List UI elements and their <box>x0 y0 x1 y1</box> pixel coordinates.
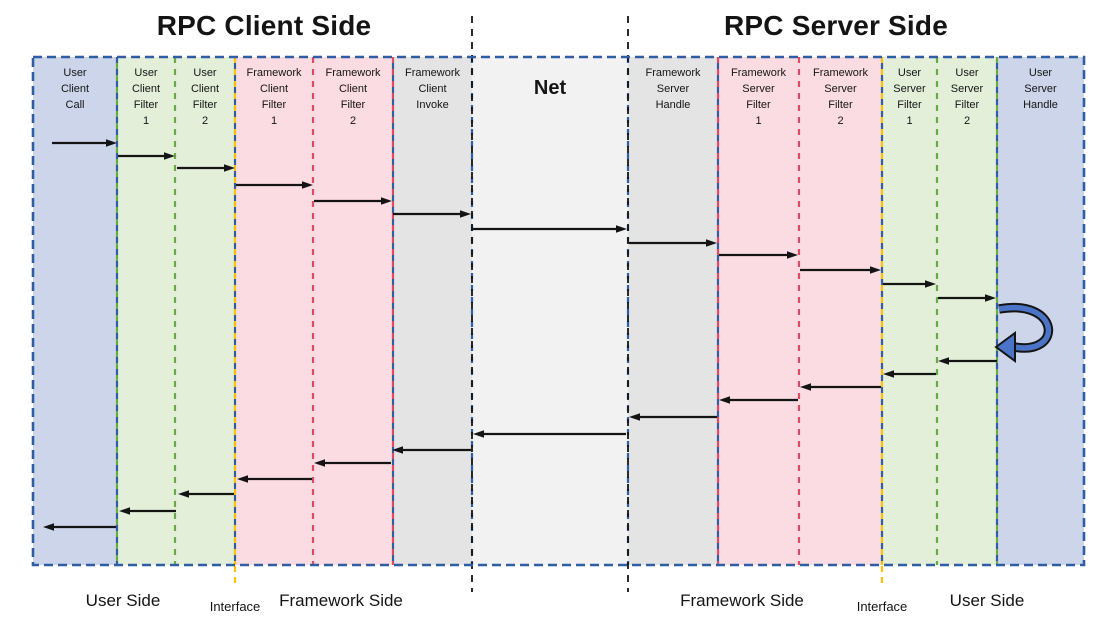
client-side-title: RPC Client Side <box>156 10 372 41</box>
lane-framework-server-filter-2: Framework Server Filter 2 <box>799 57 882 565</box>
request-arrows <box>52 139 996 302</box>
response-arrow <box>719 396 798 404</box>
request-arrow <box>883 280 936 288</box>
bottom-label-client-user-side: User Side <box>85 591 161 610</box>
lane-label-framework-client-filter-1: Framework Client Filter 1 <box>246 67 302 127</box>
request-arrow <box>177 164 235 172</box>
lane-framework-client-filter-2: Framework Client Filter 2 <box>313 57 393 565</box>
lane-user-client-filter-2: User Client Filter 2 <box>175 57 235 565</box>
lane-label-user-server-filter-1: User Server Filter 1 <box>893 67 926 127</box>
response-arrow <box>938 357 997 365</box>
lane-label-user-server-filter-2: User Server Filter 2 <box>950 67 984 127</box>
lane-label-user-client-call: User Client Call <box>60 67 90 111</box>
lane-user-client-filter-1: User Client Filter 1 <box>117 57 175 565</box>
response-arrow <box>473 430 626 438</box>
lane-framework-client-invoke: Framework Client Invoke <box>393 57 472 565</box>
response-arrow <box>800 383 881 391</box>
request-arrow <box>314 197 392 205</box>
lane-net <box>472 57 628 565</box>
request-arrow <box>118 152 175 160</box>
response-arrow <box>119 507 176 515</box>
request-arrow <box>938 294 996 302</box>
lane-label-user-client-filter-2: User Client Filter 2 <box>190 67 220 127</box>
lane-label-framework-server-filter-2: Framework Server Filter 2 <box>812 67 868 127</box>
request-arrow <box>629 239 717 247</box>
lane-label-framework-client-invoke: Framework Client Invoke <box>404 67 460 111</box>
request-arrow <box>473 225 627 233</box>
response-arrow <box>43 523 116 531</box>
request-arrow <box>719 251 798 259</box>
request-arrow <box>52 139 117 147</box>
bottom-label-server-user-side: User Side <box>949 591 1025 610</box>
lane-framework-server-handle: Framework Server Handle <box>628 57 718 565</box>
loopback-arrow <box>994 302 1054 363</box>
lane-label-framework-server-handle: Framework Server Handle <box>645 67 701 111</box>
response-arrow <box>237 475 312 483</box>
response-arrow <box>392 446 471 454</box>
request-arrow <box>393 210 471 218</box>
request-arrow <box>236 181 313 189</box>
response-arrow <box>314 459 391 467</box>
lane-label-user-client-filter-1: User Client Filter 1 <box>131 67 161 127</box>
response-arrow <box>629 413 717 421</box>
lane-framework-server-filter-1: Framework Server Filter 1 <box>718 57 799 565</box>
lane-label-framework-server-filter-1: Framework Server Filter 1 <box>730 67 786 127</box>
net-lane-label: Net <box>533 77 567 99</box>
response-arrow <box>883 370 936 378</box>
lane-user-server-filter-1: User Server Filter 1 <box>882 57 937 565</box>
bottom-label-client-interface: Interface <box>209 599 261 614</box>
server-side-title: RPC Server Side <box>724 10 948 41</box>
response-arrows <box>43 357 997 531</box>
response-arrow <box>178 490 234 498</box>
lane-label-framework-client-filter-2: Framework Client Filter 2 <box>325 67 381 127</box>
bottom-label-client-framework-side: Framework Side <box>279 591 403 610</box>
request-arrow <box>800 266 881 274</box>
lane-user-server-filter-2: User Server Filter 2 <box>937 57 997 565</box>
lane-label-user-server-handle: User Server Handle <box>1023 67 1058 111</box>
diagram-border <box>31 55 1086 567</box>
bottom-label-server-framework-side: Framework Side <box>680 591 804 610</box>
bottom-label-server-interface: Interface <box>856 599 908 614</box>
lane-user-client-call: User Client Call <box>33 57 117 565</box>
lane-separators <box>115 57 999 584</box>
